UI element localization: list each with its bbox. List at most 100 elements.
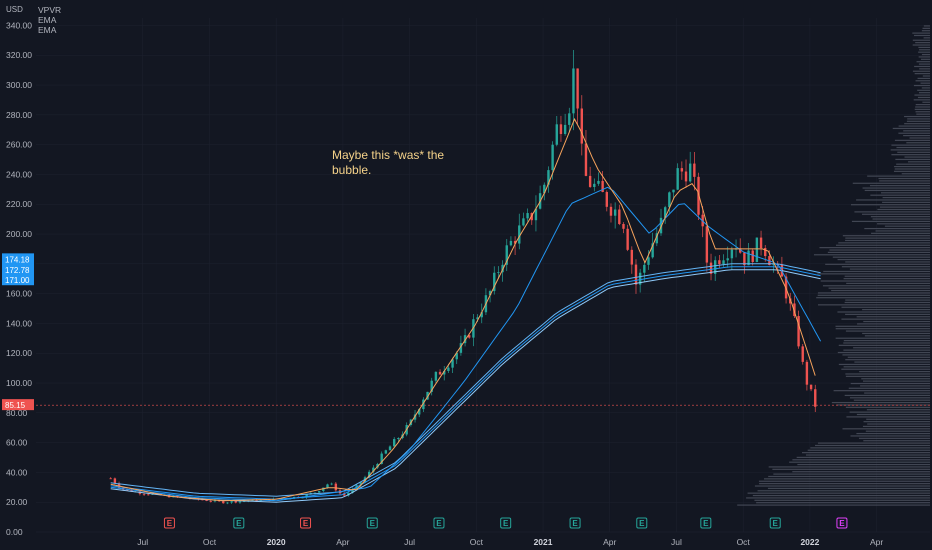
legend-ema-1[interactable]: EMA bbox=[38, 15, 57, 25]
y-tick-label: 140.00 bbox=[6, 318, 32, 328]
volume-profile-bar bbox=[836, 404, 930, 406]
candle-body bbox=[626, 228, 629, 250]
candle-body bbox=[580, 108, 583, 144]
volume-profile-bar bbox=[914, 94, 930, 96]
x-tick-label: Oct bbox=[470, 537, 484, 547]
volume-profile-bar bbox=[920, 82, 930, 84]
candle-body bbox=[372, 467, 375, 472]
candle-body bbox=[522, 218, 525, 226]
earnings-marker[interactable] bbox=[233, 517, 245, 529]
volume-profile-bar bbox=[827, 251, 930, 254]
volume-profile-bar bbox=[850, 204, 930, 206]
volume-profile-bar bbox=[838, 363, 930, 366]
earnings-marker[interactable] bbox=[700, 517, 712, 529]
volume-profile-bar bbox=[850, 382, 930, 385]
candle-body bbox=[326, 484, 329, 488]
volume-profile-bar bbox=[915, 106, 930, 108]
volume-profile-bar bbox=[870, 216, 930, 218]
volume-profile-bar bbox=[841, 266, 930, 268]
volume-profile-bar bbox=[807, 449, 930, 451]
y-tick-label: 240.00 bbox=[6, 169, 32, 179]
volume-profile-bar bbox=[891, 154, 930, 156]
volume-profile-bar bbox=[845, 261, 930, 263]
earnings-marker[interactable] bbox=[433, 517, 445, 529]
volume-profile-bar bbox=[767, 487, 930, 489]
y-tick-label: 100.00 bbox=[6, 378, 32, 388]
volume-profile-bar bbox=[810, 447, 930, 449]
volume-profile-bar bbox=[841, 368, 930, 370]
candle-body bbox=[793, 303, 796, 317]
volume-profile-bar bbox=[845, 375, 930, 377]
candle-body bbox=[322, 487, 325, 492]
volume-profile-bar bbox=[837, 258, 930, 261]
legend-ema-2[interactable]: EMA bbox=[38, 25, 57, 35]
volume-profile-bar bbox=[862, 187, 930, 189]
volume-profile-bar bbox=[922, 75, 930, 77]
earnings-marker-label: E bbox=[303, 519, 309, 528]
legend-vpvr[interactable]: VPVR bbox=[38, 5, 62, 15]
candle-body bbox=[493, 272, 496, 292]
volume-profile-bar bbox=[915, 42, 930, 44]
candle-body bbox=[801, 346, 804, 362]
earnings-marker[interactable] bbox=[836, 517, 848, 529]
y-tick-label: 260.00 bbox=[6, 140, 32, 150]
earnings-marker[interactable] bbox=[769, 517, 781, 529]
legend: VPVR EMA EMA bbox=[38, 5, 61, 35]
volume-profile-bar bbox=[843, 366, 930, 368]
earnings-marker[interactable] bbox=[366, 517, 378, 529]
candle-body bbox=[238, 501, 242, 503]
earnings-marker[interactable] bbox=[300, 517, 312, 529]
volume-profile-bar bbox=[891, 144, 930, 146]
candle-body bbox=[534, 208, 538, 221]
candle-body bbox=[113, 478, 117, 484]
earnings-marker[interactable] bbox=[636, 517, 648, 529]
candle-body bbox=[459, 343, 463, 353]
earnings-marker[interactable] bbox=[163, 517, 175, 529]
volume-profile-bar bbox=[864, 335, 930, 337]
volume-profile-bar bbox=[912, 70, 930, 72]
candle-body bbox=[476, 317, 479, 320]
chart-annotation[interactable]: Maybe this *was* the bubble. bbox=[332, 148, 445, 177]
volume-profile-bar bbox=[866, 418, 930, 420]
volume-profile-bar bbox=[915, 80, 930, 82]
candle-body bbox=[743, 252, 746, 266]
candle-body bbox=[676, 168, 679, 190]
candle-body bbox=[447, 367, 450, 372]
volume-profile-bar bbox=[849, 411, 930, 413]
candle-body bbox=[680, 168, 684, 172]
volume-profile-bar bbox=[914, 108, 930, 110]
candle-body bbox=[147, 494, 150, 496]
volume-profile-bar bbox=[828, 287, 930, 289]
y-tick-label: 340.00 bbox=[6, 20, 32, 30]
volume-profile-bar bbox=[841, 306, 930, 308]
volume-profile-bar bbox=[921, 30, 930, 32]
candle-body bbox=[463, 335, 467, 344]
candle-body bbox=[497, 272, 500, 274]
candle-body bbox=[809, 384, 813, 390]
volume-profile-bar bbox=[879, 180, 930, 182]
candle-body bbox=[576, 68, 579, 109]
volume-profile-bar bbox=[818, 304, 930, 306]
earnings-marker[interactable] bbox=[569, 517, 581, 529]
candle-body bbox=[693, 163, 696, 177]
candle-body bbox=[213, 500, 217, 502]
volume-profile-bar bbox=[805, 454, 930, 456]
earnings-marker[interactable] bbox=[500, 517, 512, 529]
volume-profile-bar bbox=[843, 342, 930, 344]
volume-profile-bar bbox=[843, 278, 930, 280]
volume-profile-bar bbox=[861, 378, 930, 380]
candle-body bbox=[638, 272, 642, 285]
candle-body bbox=[597, 180, 600, 184]
volume-profile-bar bbox=[835, 244, 930, 246]
volume-profile-bar bbox=[893, 170, 930, 172]
volume-profile-bar bbox=[822, 285, 930, 287]
candle-body bbox=[451, 359, 454, 368]
volume-profile-bar bbox=[845, 313, 930, 315]
volume-profile-bar bbox=[914, 73, 930, 75]
volume-profile-bar bbox=[918, 92, 930, 94]
volume-profile-bar bbox=[866, 409, 930, 411]
candle-body bbox=[226, 502, 229, 504]
volume-profile-bar bbox=[854, 361, 930, 363]
candle-body bbox=[330, 483, 333, 485]
